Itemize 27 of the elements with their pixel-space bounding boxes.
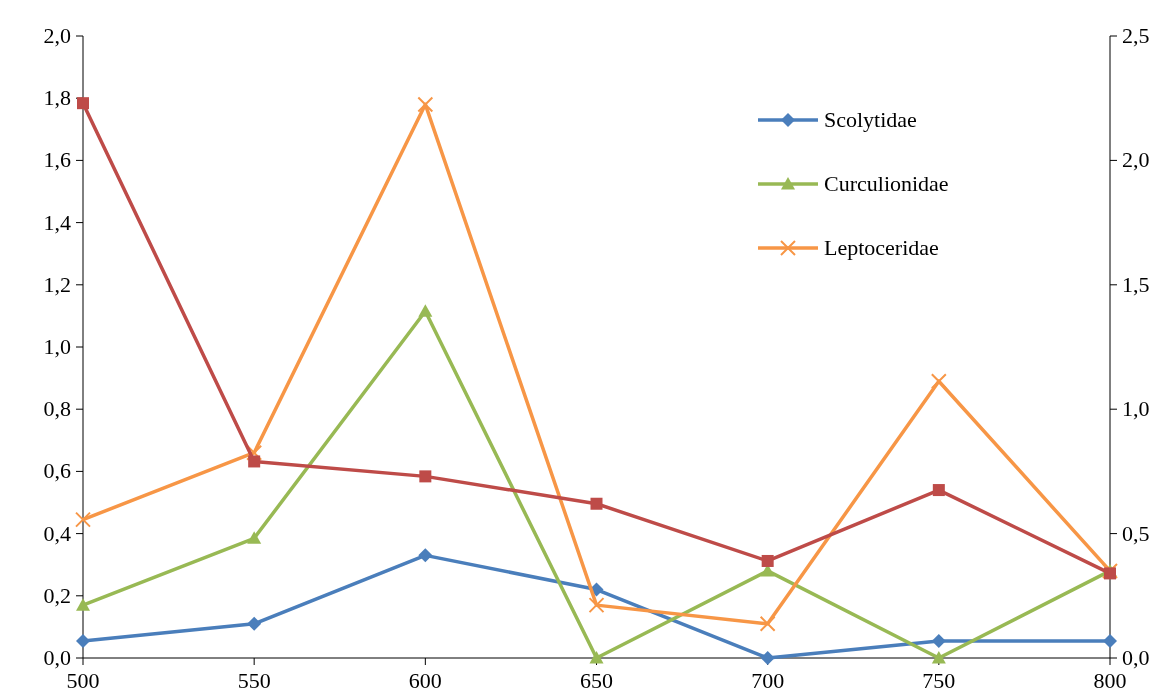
x-tick-label: 700 [751,668,785,693]
y-tick-label: 0,0 [43,645,71,670]
y2-tick-label: 2,5 [1122,23,1150,48]
y2-tick-label: 1,5 [1122,271,1150,297]
legend-label: Scolytidae [824,107,917,132]
y2-tick-label: 0,0 [1122,645,1150,670]
y-tick-label: 1,0 [43,334,71,359]
y-tick-label: 0,4 [43,520,71,546]
y-tick-label: 1,6 [43,147,71,173]
legend-label: Curculionidae [824,171,949,196]
y2-tick-label: 1,0 [1122,396,1150,422]
x-tick-label: 650 [580,668,613,693]
y-tick-label: 1,4 [43,209,71,235]
y-tick-label: 1,2 [43,271,71,297]
y-tick-label: 0,6 [43,458,71,484]
x-tick-label: 550 [237,668,271,693]
x-tick-label: 750 [922,668,956,693]
y-tick-label: 0,2 [43,582,71,608]
legend-label: Leptoceridae [824,235,939,260]
y2-tick-label: 2,0 [1122,147,1150,173]
x-tick-label: 500 [66,668,100,693]
y-tick-label: 1,8 [43,85,71,111]
x-tick-label: 600 [408,668,442,693]
y-tick-label: 0,8 [43,396,71,422]
x-tick-label: 800 [1093,668,1127,693]
y-tick-label: 2,0 [43,23,71,48]
y2-tick-label: 0,5 [1122,520,1150,546]
